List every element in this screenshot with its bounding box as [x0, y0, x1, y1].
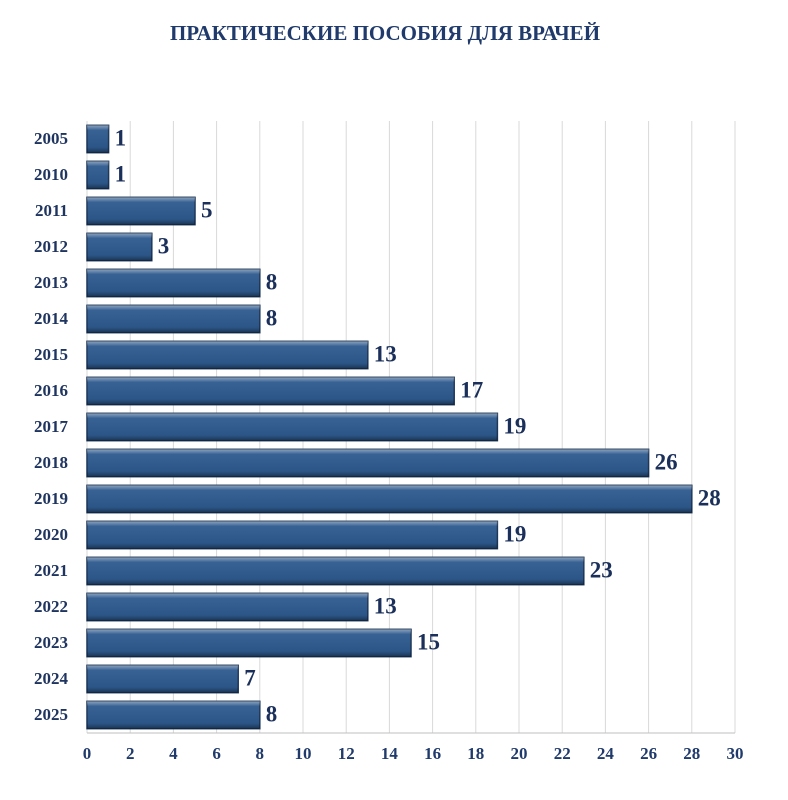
value-label: 15 — [417, 629, 440, 654]
x-tick-label: 20 — [511, 744, 528, 763]
value-label: 19 — [503, 413, 526, 438]
y-tick-label: 2015 — [34, 345, 68, 364]
value-label: 8 — [266, 701, 278, 726]
bar — [86, 376, 455, 406]
y-tick-label: 2024 — [34, 669, 69, 688]
y-tick-label: 2023 — [34, 633, 68, 652]
x-tick-label: 8 — [256, 744, 265, 763]
y-tick-label: 2021 — [34, 561, 68, 580]
bar — [86, 232, 153, 262]
y-tick-label: 2013 — [34, 273, 68, 292]
value-label: 19 — [503, 521, 526, 546]
y-tick-label: 2018 — [34, 453, 68, 472]
bar — [86, 520, 499, 550]
bar — [86, 628, 412, 658]
value-label: 28 — [698, 485, 721, 510]
y-tick-label: 2020 — [34, 525, 68, 544]
x-tick-label: 16 — [424, 744, 441, 763]
value-label: 8 — [266, 269, 278, 294]
value-label: 1 — [115, 125, 127, 150]
y-tick-label: 2005 — [34, 129, 68, 148]
x-tick-label: 4 — [169, 744, 178, 763]
value-label: 26 — [655, 449, 678, 474]
x-tick-label: 12 — [338, 744, 355, 763]
y-tick-label: 2019 — [34, 489, 68, 508]
x-tick-label: 10 — [295, 744, 312, 763]
value-label: 8 — [266, 305, 278, 330]
bar — [86, 160, 110, 190]
y-tick-label: 2010 — [34, 165, 68, 184]
x-tick-label: 6 — [212, 744, 221, 763]
bar — [86, 484, 693, 514]
x-tick-label: 22 — [554, 744, 571, 763]
bar — [86, 592, 369, 622]
value-label: 7 — [244, 665, 256, 690]
value-label: 13 — [374, 593, 397, 618]
x-tick-label: 0 — [83, 744, 92, 763]
value-label: 23 — [590, 557, 613, 582]
value-label: 1 — [115, 161, 127, 186]
y-tick-label: 2022 — [34, 597, 68, 616]
chart-title: ПРАКТИЧЕСКИЕ ПОСОБИЯ ДЛЯ ВРАЧЕЙ — [170, 21, 600, 45]
bar — [86, 556, 585, 586]
y-tick-label: 2025 — [34, 705, 68, 724]
value-label: 13 — [374, 341, 397, 366]
bar — [86, 412, 499, 442]
x-tick-label: 28 — [683, 744, 700, 763]
y-tick-label: 2012 — [34, 237, 68, 256]
y-tick-label: 2017 — [34, 417, 69, 436]
bar — [86, 700, 261, 730]
x-tick-label: 30 — [727, 744, 744, 763]
bar — [86, 304, 261, 334]
bar — [86, 124, 110, 154]
x-tick-label: 2 — [126, 744, 135, 763]
y-tick-label: 2016 — [34, 381, 68, 400]
bar — [86, 448, 650, 478]
bar — [86, 340, 369, 370]
x-tick-label: 24 — [597, 744, 615, 763]
x-tick-label: 26 — [640, 744, 657, 763]
value-label: 3 — [158, 233, 170, 258]
x-tick-label: 18 — [467, 744, 484, 763]
bar — [86, 196, 196, 226]
bar — [86, 268, 261, 298]
y-tick-label: 2011 — [35, 201, 68, 220]
bar — [86, 664, 239, 694]
value-label: 17 — [460, 377, 483, 402]
x-tick-label: 14 — [381, 744, 399, 763]
value-label: 5 — [201, 197, 213, 222]
y-tick-label: 2014 — [34, 309, 69, 328]
